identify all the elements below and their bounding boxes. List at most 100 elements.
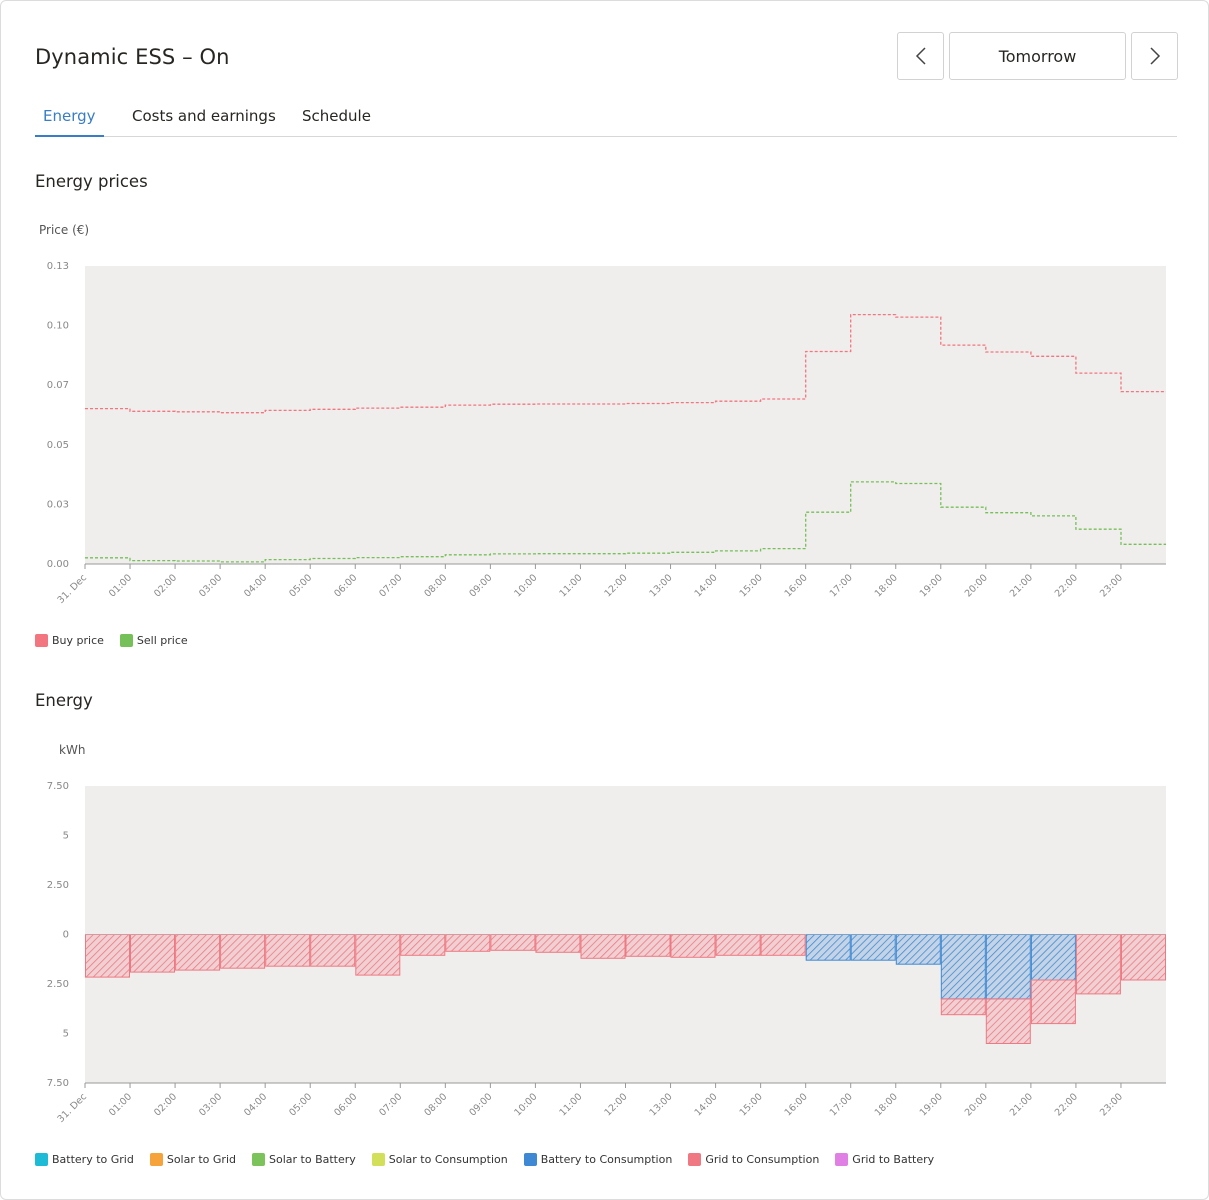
energy-prices-chart: 0.00 0.03 0.05 0.07 0.10 0.13 31. Dec 01:00 02:0…: [47, 261, 1166, 606]
price-axis-label: Price (€): [39, 223, 90, 237]
legend-item-grid-to-battery[interactable]: Grid to Battery: [835, 1153, 934, 1166]
legend-label: Grid to Battery: [852, 1153, 935, 1166]
x-tick-label: 18:00: [873, 1091, 900, 1118]
legend-swatch: [35, 1153, 48, 1166]
x-tick-label: 04:00: [242, 572, 269, 599]
y-tick-label: 2.50: [47, 880, 69, 891]
y-tick-label: 0.05: [47, 440, 69, 451]
x-tick-label: 31. Dec: [56, 572, 90, 606]
y-tick-label: 7.50: [47, 1078, 69, 1089]
next-day-button[interactable]: [1131, 32, 1178, 80]
bar-grid-to-consumption: [940, 998, 986, 1016]
x-tick-label: 14:00: [693, 1091, 720, 1118]
x-tick-label: 02:00: [152, 1091, 179, 1118]
x-tick-label: 11:00: [557, 572, 584, 599]
legend-swatch: [35, 634, 48, 647]
tab-schedule[interactable]: Schedule: [302, 107, 371, 125]
legend-item-sell-price[interactable]: Sell price: [119, 634, 188, 647]
legend-item-battery-to-grid[interactable]: Battery to Grid: [35, 1153, 134, 1166]
legend-item-battery-to-consumption[interactable]: Battery to Consumption: [523, 1153, 673, 1166]
legend-swatch: [835, 1153, 849, 1166]
legend-label: Solar to Grid: [166, 1153, 236, 1166]
x-tick-label: 22:00: [1053, 1091, 1080, 1118]
bar-grid-to-consumption: [175, 934, 221, 971]
x-tick-label: 02:00: [152, 572, 179, 599]
date-selector-button[interactable]: Tomorrow: [949, 32, 1126, 80]
legend-swatch: [252, 1153, 265, 1166]
x-tick-label: 15:00: [738, 1091, 765, 1118]
bar-grid-to-consumption: [490, 934, 536, 951]
energy-prices-title: Energy prices: [35, 172, 148, 191]
series-line-buy-price: [85, 313, 1166, 414]
bar-battery-to-consumption: [895, 934, 941, 965]
x-tick-label: 05:00: [287, 572, 314, 599]
bar-grid-to-consumption: [625, 934, 671, 957]
bar-grid-to-consumption: [535, 934, 581, 953]
x-tick-label: 13:00: [648, 572, 675, 599]
bar-grid-to-consumption: [1075, 934, 1121, 995]
y-tick-label: 7.50: [47, 781, 69, 792]
legend-label: Battery to Consumption: [540, 1153, 673, 1166]
x-tick-label: 17:00: [828, 1091, 855, 1118]
bar-grid-to-consumption: [220, 934, 266, 969]
bar-grid-to-consumption: [355, 934, 401, 976]
x-tick-label: 03:00: [197, 572, 224, 599]
legend-item-buy-price[interactable]: Buy price: [35, 634, 104, 647]
x-tick-label: 08:00: [422, 1091, 449, 1118]
legend-item-solar-to-grid[interactable]: Solar to Grid: [149, 1153, 236, 1166]
chevron-right-icon: [1149, 47, 1160, 65]
x-tick-label: 20:00: [963, 1091, 990, 1118]
x-tick-label: 12:00: [602, 1091, 629, 1118]
legend-label: Solar to Battery: [269, 1153, 356, 1166]
legend-label: Grid to Consumption: [705, 1153, 820, 1166]
x-tick-label: 12:00: [602, 572, 629, 599]
legend-item-solar-to-consumption[interactable]: Solar to Consumption: [371, 1153, 508, 1166]
legend-item-grid-to-consumption[interactable]: Grid to Consumption: [688, 1153, 819, 1166]
energy-legend: Battery to Grid Solar to Grid Solar to Bat…: [35, 1153, 950, 1166]
previous-day-button[interactable]: [897, 32, 944, 80]
bar-grid-to-consumption: [1121, 934, 1166, 981]
legend-swatch: [371, 1153, 385, 1166]
bar-grid-to-consumption: [85, 934, 130, 978]
bar-grid-to-consumption: [400, 934, 446, 956]
legend-swatch: [149, 1153, 163, 1166]
bar-battery-to-consumption: [940, 934, 986, 1000]
x-tick-label: 08:00: [422, 572, 449, 599]
x-tick-label: 13:00: [648, 1091, 675, 1118]
tab-costs-and-earnings[interactable]: Costs and earnings: [132, 107, 276, 125]
x-tick-label: 09:00: [467, 572, 494, 599]
x-tick-label: 19:00: [918, 1091, 945, 1118]
x-tick-label: 23:00: [1098, 1091, 1125, 1118]
y-tick-label: 5: [63, 831, 69, 842]
legend-label: Buy price: [52, 634, 104, 647]
energy-axis-label: kWh: [59, 743, 86, 757]
x-tick-label: 23:00: [1098, 572, 1125, 599]
x-tick-label: 20:00: [963, 572, 990, 599]
bar-battery-to-consumption: [805, 934, 851, 961]
x-tick-label: 19:00: [918, 572, 945, 599]
legend-swatch: [523, 1153, 537, 1166]
y-tick-label: 0.00: [47, 559, 69, 570]
y-tick-label: 0: [63, 930, 69, 941]
bar-grid-to-consumption: [445, 934, 491, 952]
chevron-left-icon: [915, 47, 926, 65]
bar-grid-to-consumption: [310, 934, 356, 967]
y-tick-label: 2.50: [47, 979, 69, 990]
legend-swatch: [688, 1153, 702, 1166]
bar-grid-to-consumption: [580, 934, 626, 959]
x-tick-label: 07:00: [377, 572, 404, 599]
x-tick-label: 18:00: [873, 572, 900, 599]
x-tick-label: 21:00: [1008, 572, 1035, 599]
plot-area: [85, 266, 1166, 564]
legend-label: Battery to Grid: [52, 1153, 134, 1166]
legend-label: Solar to Consumption: [388, 1153, 508, 1166]
y-tick-label: 5: [63, 1029, 69, 1040]
x-tick-label: 11:00: [557, 1091, 584, 1118]
tab-energy[interactable]: Energy: [35, 107, 104, 137]
x-tick-label: 07:00: [377, 1091, 404, 1118]
y-tick-label: 0.07: [47, 380, 69, 391]
bar-grid-to-consumption: [265, 934, 311, 967]
x-tick-label: 06:00: [332, 1091, 359, 1118]
legend-item-solar-to-battery[interactable]: Solar to Battery: [252, 1153, 356, 1166]
